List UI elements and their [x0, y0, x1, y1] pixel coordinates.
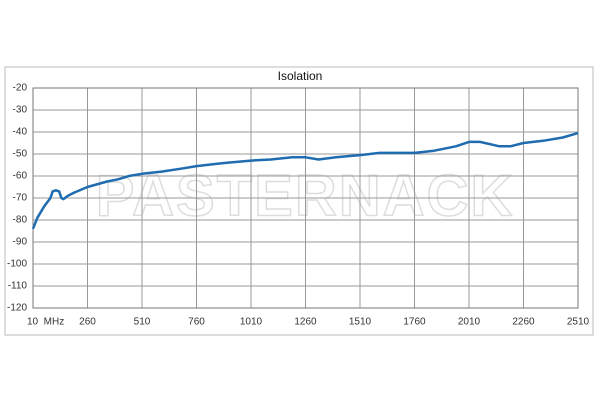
data-line — [31, 131, 579, 230]
y-tick-label: -90 — [13, 237, 28, 248]
y-tick-label: -110 — [8, 281, 28, 292]
y-tick-label: -40 — [13, 127, 28, 138]
x-tick-label: 760 — [188, 317, 205, 328]
x-tick-label: 1260 — [294, 317, 317, 328]
y-tick-label: -60 — [13, 171, 28, 182]
x-tick-label: 2010 — [458, 317, 481, 328]
chart-title: Isolation — [278, 69, 323, 83]
x-tick-label: 1510 — [349, 317, 372, 328]
y-tick-label: -80 — [13, 215, 28, 226]
x-tick-label: 1010 — [240, 317, 263, 328]
y-tick-label: -20 — [13, 83, 28, 94]
x-tick-label: 260 — [79, 317, 96, 328]
x-tick-label: 510 — [134, 317, 151, 328]
y-tick-label: -50 — [13, 149, 28, 160]
watermark: PASTERNACK — [96, 163, 515, 228]
x-tick-label: 1760 — [403, 317, 426, 328]
x-tick-label: 2260 — [512, 317, 535, 328]
x-tick-label: 10 MHz — [27, 317, 64, 328]
y-tick-label: -30 — [13, 105, 28, 116]
y-tick-label: -100 — [7, 259, 27, 270]
chart-frame — [4, 66, 594, 336]
x-tick-label: 2510 — [567, 317, 590, 328]
y-tick-label: -70 — [13, 193, 28, 204]
y-tick-label: -120 — [7, 303, 27, 314]
plot-border — [32, 87, 579, 309]
